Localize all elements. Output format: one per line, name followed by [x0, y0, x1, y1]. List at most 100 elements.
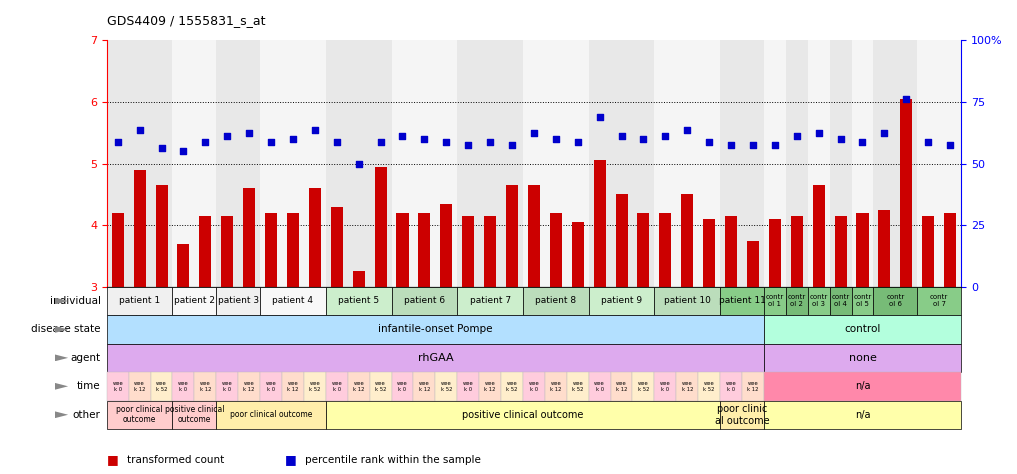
Bar: [331, 207, 343, 287]
Point: [154, 145, 170, 152]
Text: contr
ol 1: contr ol 1: [766, 294, 784, 308]
Polygon shape: [55, 326, 68, 333]
Point: [679, 126, 696, 134]
Bar: [353, 271, 365, 287]
Text: wee
k 52: wee k 52: [506, 381, 518, 392]
Text: time: time: [77, 381, 101, 392]
Bar: [638, 213, 650, 287]
Bar: [659, 213, 671, 287]
Text: patient 7: patient 7: [470, 297, 511, 305]
Text: ■: ■: [107, 453, 119, 466]
Point: [636, 135, 652, 143]
Text: n/a: n/a: [854, 410, 871, 420]
Text: wee
k 52: wee k 52: [309, 381, 320, 392]
Text: patient 11: patient 11: [719, 297, 766, 305]
Bar: [807, 40, 830, 287]
Point: [613, 132, 630, 140]
Text: patient 4: patient 4: [273, 297, 313, 305]
Text: ■: ■: [285, 453, 297, 466]
Point: [175, 147, 191, 155]
Bar: [874, 40, 917, 287]
Text: patient 3: patient 3: [218, 297, 258, 305]
Text: rhGAA: rhGAA: [418, 353, 454, 363]
Point: [372, 138, 388, 146]
Bar: [654, 40, 720, 287]
Bar: [462, 216, 474, 287]
Text: wee
k 12: wee k 12: [681, 381, 693, 392]
Bar: [440, 204, 453, 287]
Bar: [900, 99, 912, 287]
Bar: [725, 216, 737, 287]
Bar: [835, 216, 846, 287]
Bar: [199, 216, 212, 287]
Bar: [173, 40, 217, 287]
Bar: [287, 213, 299, 287]
Text: n/a: n/a: [854, 381, 871, 392]
Bar: [156, 185, 168, 287]
Bar: [506, 185, 518, 287]
Text: patient 10: patient 10: [664, 297, 711, 305]
Point: [592, 113, 608, 121]
Bar: [594, 160, 606, 287]
Bar: [786, 40, 807, 287]
Text: wee
k 0: wee k 0: [332, 381, 342, 392]
Text: wee
k 12: wee k 12: [747, 381, 759, 392]
Text: wee
k 12: wee k 12: [199, 381, 212, 392]
Bar: [851, 40, 874, 287]
Text: other: other: [73, 410, 101, 420]
Text: patient 2: patient 2: [174, 297, 215, 305]
Text: wee
k 12: wee k 12: [134, 381, 145, 392]
Text: wee
k 12: wee k 12: [243, 381, 255, 392]
Bar: [830, 40, 851, 287]
Point: [898, 95, 914, 102]
Text: wee
k 52: wee k 52: [440, 381, 453, 392]
Text: contr
ol 5: contr ol 5: [853, 294, 872, 308]
Point: [701, 138, 717, 146]
Bar: [523, 40, 589, 287]
Bar: [769, 219, 781, 287]
Bar: [217, 40, 260, 287]
Text: patient 1: patient 1: [119, 297, 161, 305]
Text: wee
k 52: wee k 52: [375, 381, 386, 392]
Text: patient 5: patient 5: [338, 297, 379, 305]
Text: wee
k 12: wee k 12: [419, 381, 430, 392]
Text: contr
ol 6: contr ol 6: [886, 294, 904, 308]
Text: transformed count: transformed count: [127, 455, 225, 465]
Point: [241, 129, 257, 137]
Bar: [397, 213, 409, 287]
Point: [657, 132, 673, 140]
Text: wee
k 0: wee k 0: [529, 381, 539, 392]
Bar: [922, 216, 935, 287]
Bar: [265, 213, 277, 287]
Text: wee
k 52: wee k 52: [156, 381, 168, 392]
Point: [219, 132, 235, 140]
Polygon shape: [55, 298, 68, 304]
Bar: [746, 241, 759, 287]
Polygon shape: [55, 411, 68, 418]
Bar: [550, 213, 561, 287]
Text: patient 8: patient 8: [535, 297, 577, 305]
Text: poor clinical
outcome: poor clinical outcome: [116, 405, 163, 424]
Point: [351, 160, 367, 167]
Text: wee
k 52: wee k 52: [572, 381, 584, 392]
Text: agent: agent: [70, 353, 101, 363]
Bar: [260, 40, 325, 287]
Point: [503, 141, 520, 149]
Text: wee
k 12: wee k 12: [287, 381, 299, 392]
Point: [548, 135, 564, 143]
Text: control: control: [844, 324, 881, 335]
Bar: [392, 40, 458, 287]
Bar: [572, 222, 584, 287]
Point: [482, 138, 498, 146]
Text: wee
k 0: wee k 0: [265, 381, 277, 392]
Text: wee
k 0: wee k 0: [397, 381, 408, 392]
Bar: [222, 216, 233, 287]
Text: wee
k 12: wee k 12: [615, 381, 627, 392]
Bar: [944, 213, 956, 287]
Point: [920, 138, 937, 146]
Bar: [418, 213, 430, 287]
Point: [197, 138, 214, 146]
Point: [767, 141, 783, 149]
Bar: [458, 40, 523, 287]
Bar: [309, 188, 321, 287]
